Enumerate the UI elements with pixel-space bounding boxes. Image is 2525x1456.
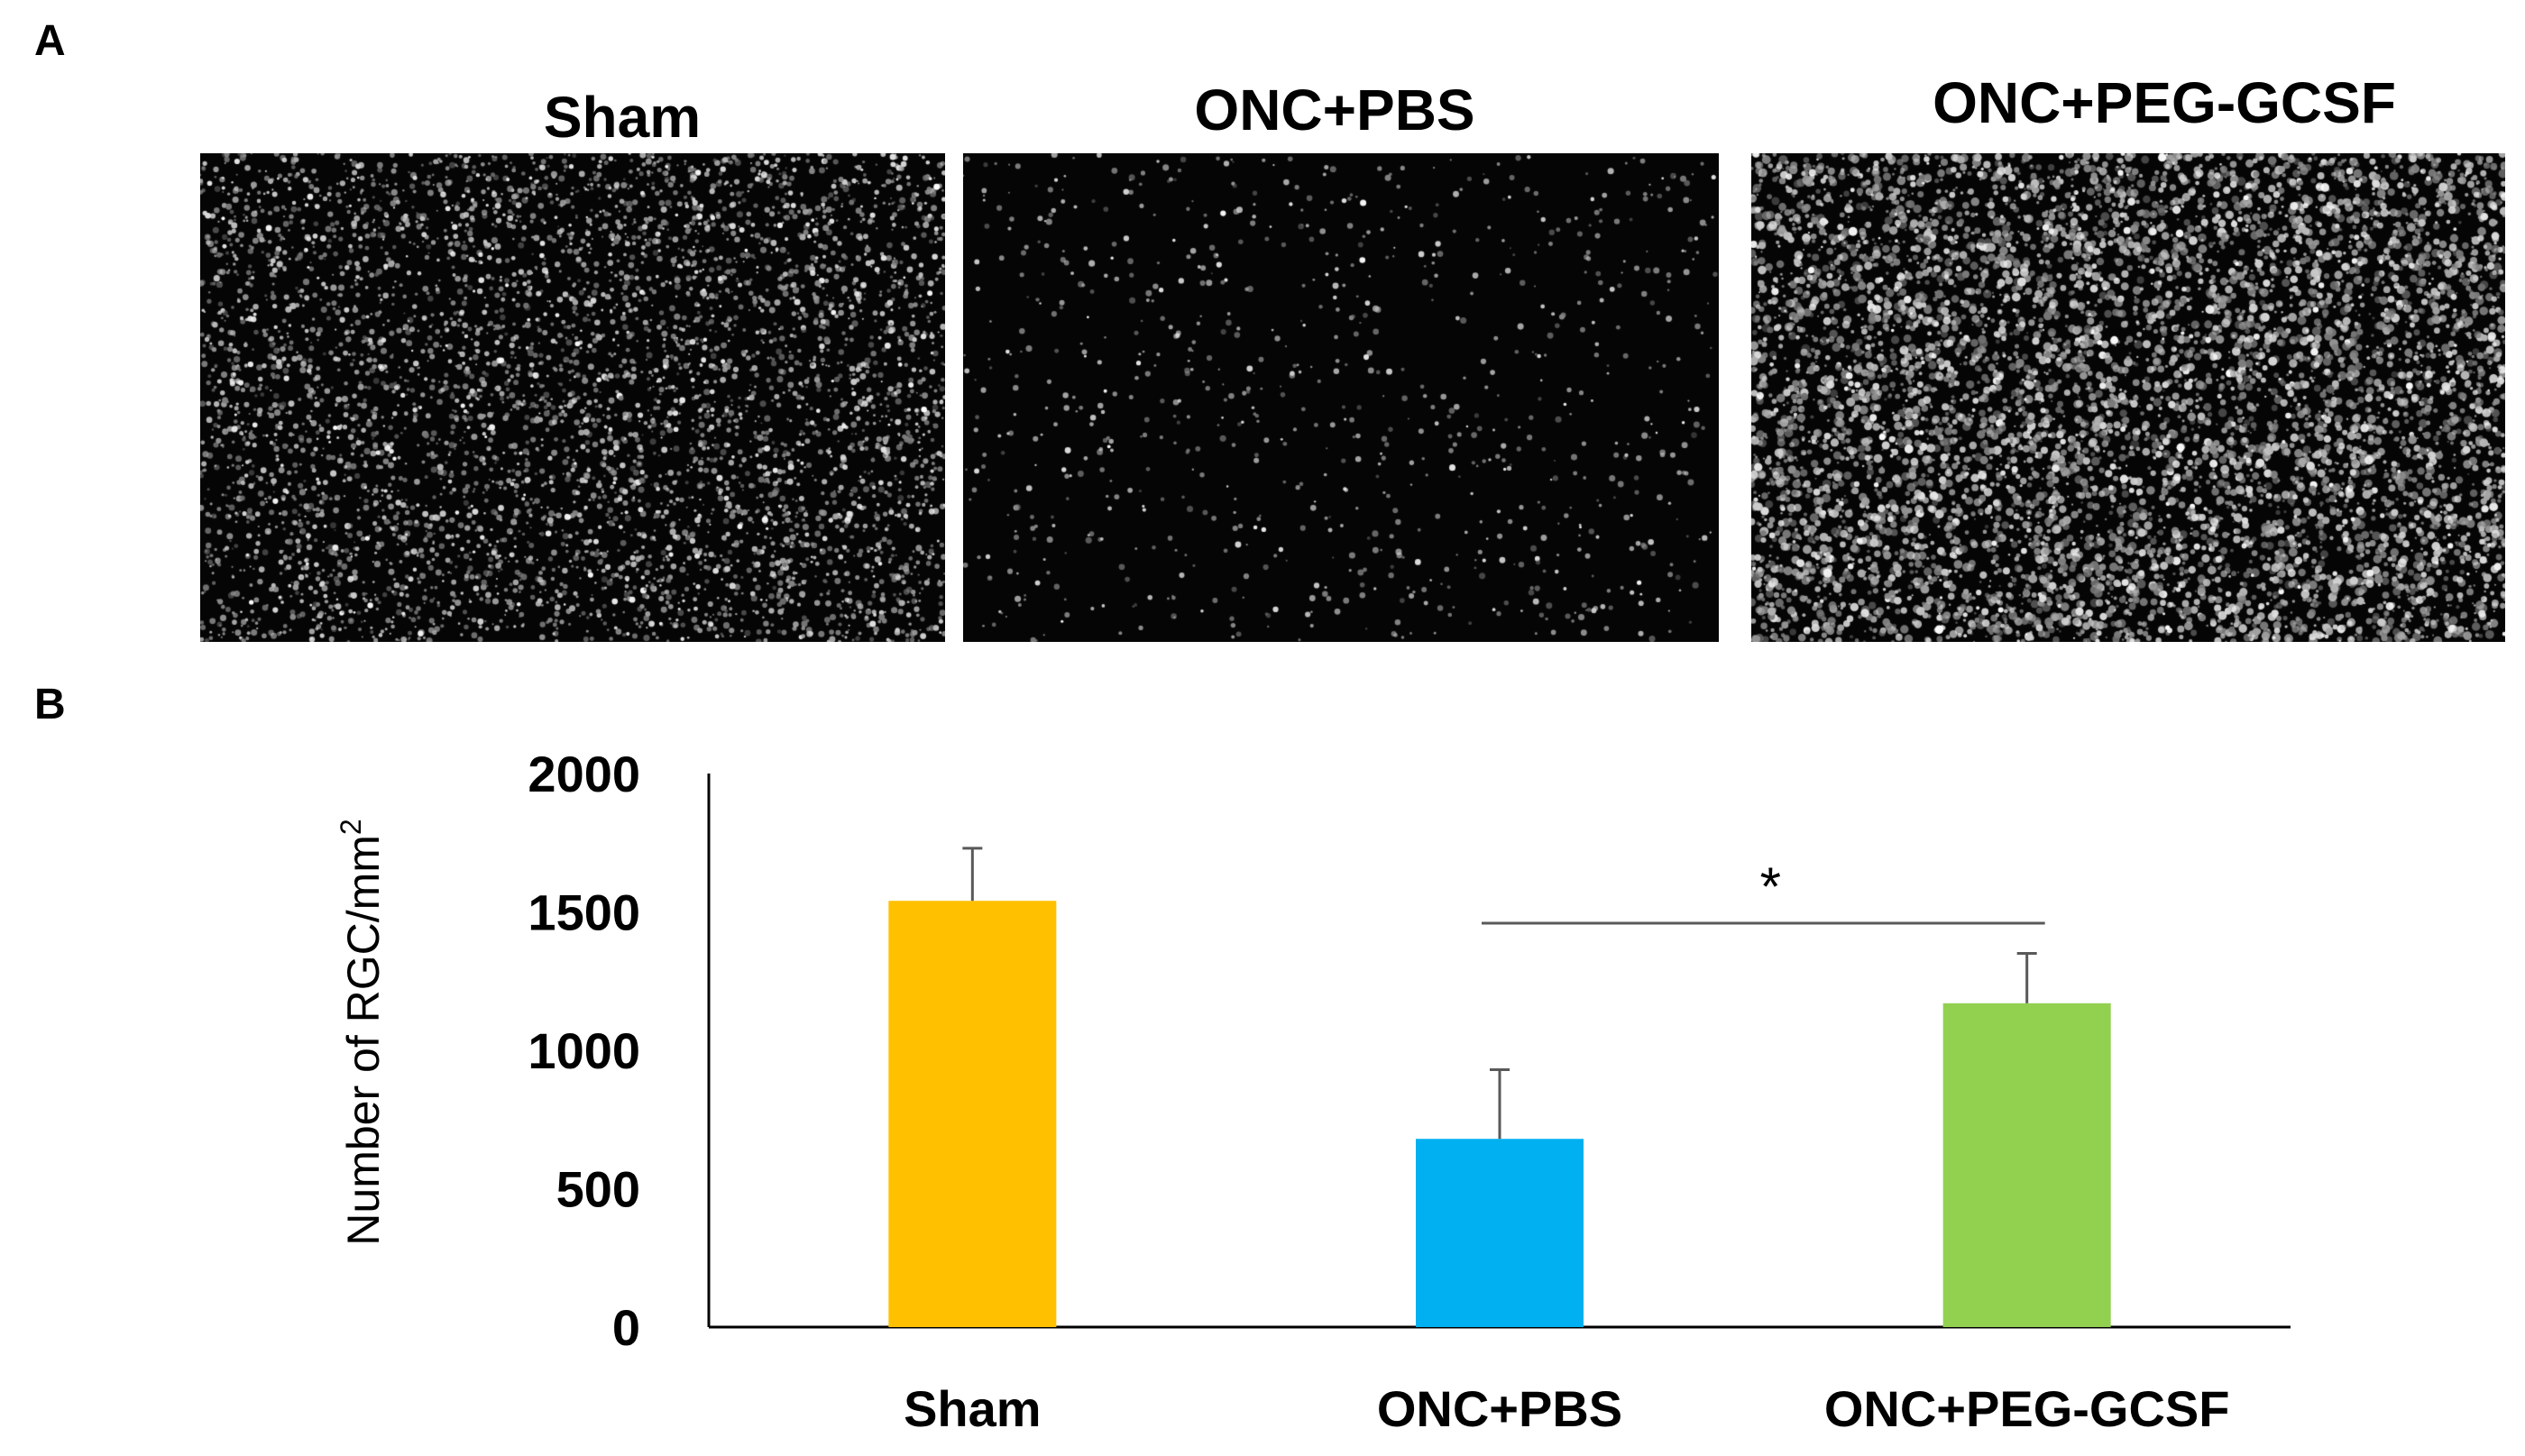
micrograph-onc-peg-gcsf (1751, 153, 2505, 642)
y-tick-label: 1500 (528, 884, 640, 941)
y-axis-label-superscript: 2 (335, 819, 367, 835)
y-axis-label: Number of RGC/mm2 (335, 819, 389, 1245)
image-title-sham: Sham (543, 85, 702, 150)
x-tick-label: Sham (904, 1380, 1042, 1437)
y-tick-label: 2000 (528, 746, 640, 802)
panel-b-label: B (34, 681, 66, 728)
micrograph-onc-pbs (963, 153, 1719, 642)
bar-onc-peg-gcsf (1942, 1003, 2111, 1327)
y-tick-label: 1000 (528, 1022, 640, 1079)
y-tick-label: 0 (612, 1299, 640, 1356)
significance-marker: * (1760, 856, 1781, 917)
image-title-onc-pbs: ONC+PBS (1194, 78, 1475, 142)
x-tick-label: ONC+PBS (1377, 1380, 1622, 1437)
image-title-onc-peg-gcsf: ONC+PEG-GCSF (1933, 70, 2396, 135)
bar-sham (888, 901, 1057, 1327)
bar-onc-pbs (1416, 1139, 1584, 1327)
y-tick-label: 500 (556, 1161, 640, 1218)
x-tick-label: ONC+PEG-GCSF (1824, 1380, 2230, 1437)
panel-a-label: A (34, 17, 66, 65)
micrograph-sham (200, 153, 945, 642)
